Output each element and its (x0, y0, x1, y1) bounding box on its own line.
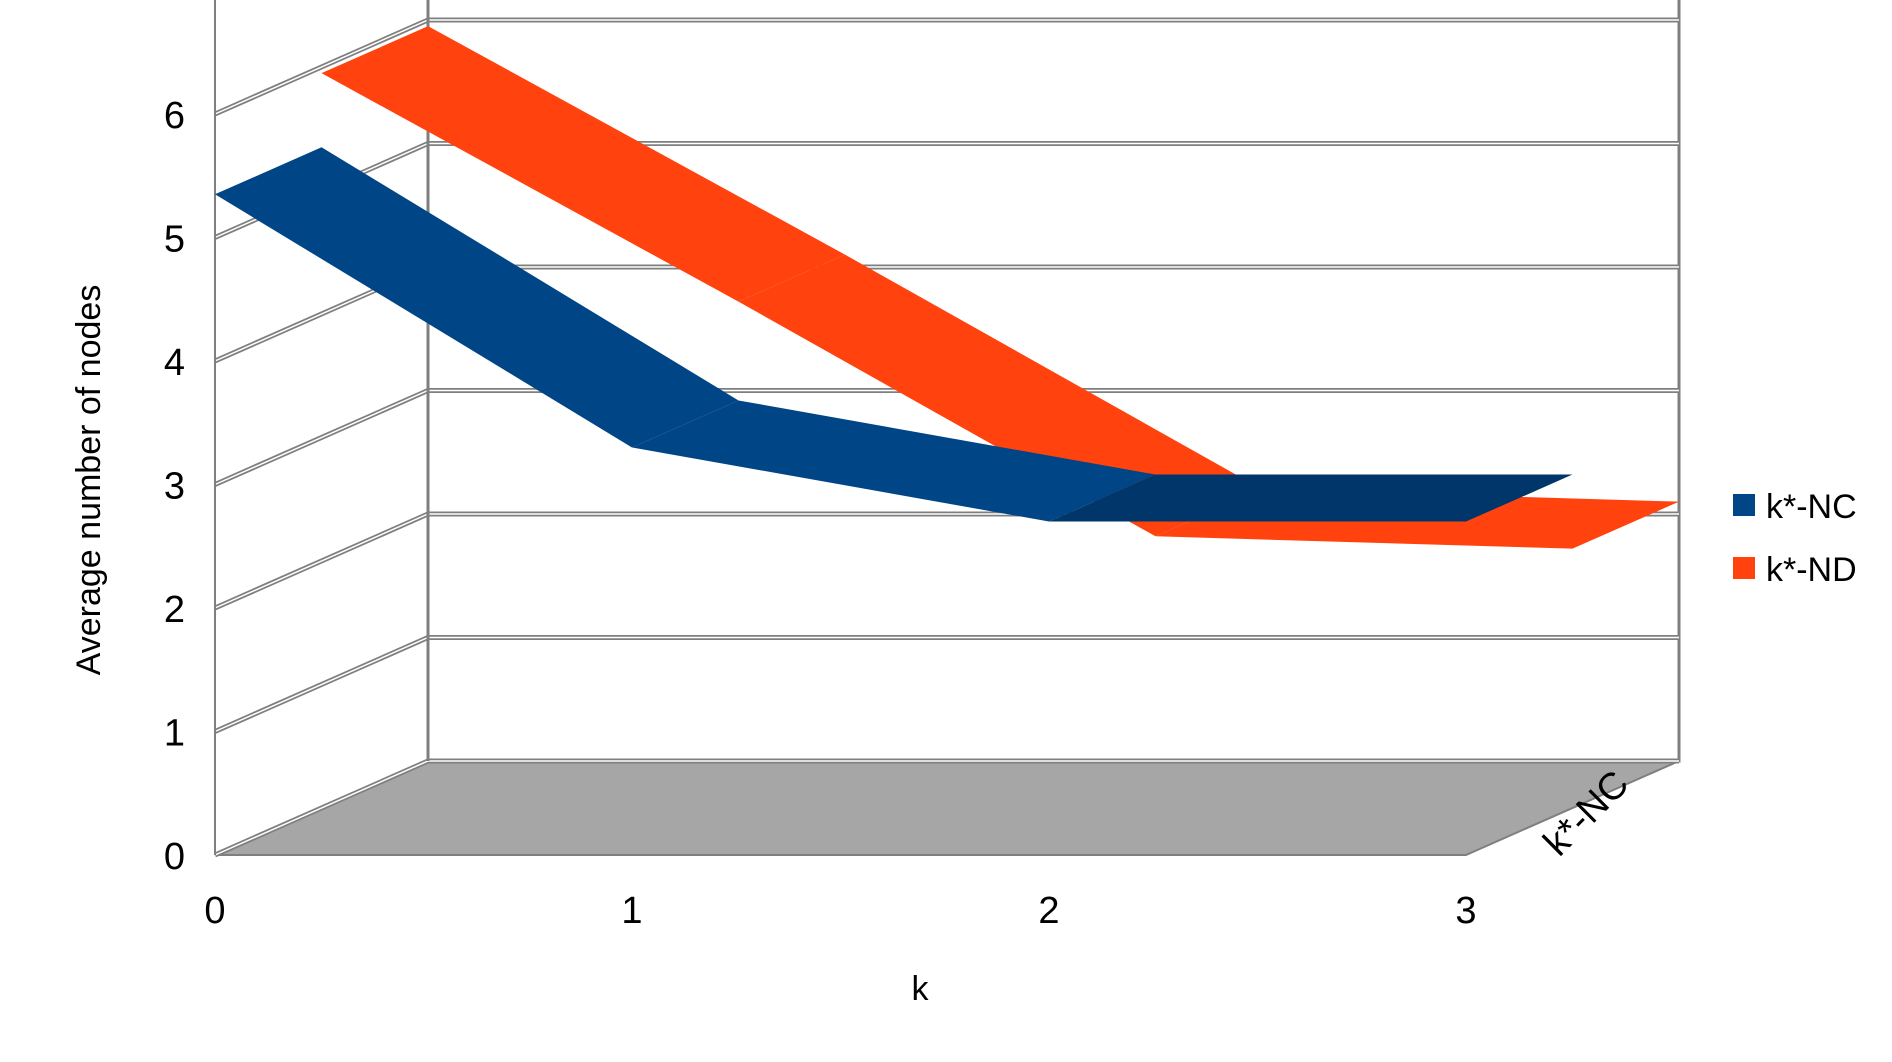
legend: k*-NC k*-ND (1733, 488, 1857, 589)
floor-panel (214, 760, 1680, 856)
chart-floor (214, 760, 1680, 856)
x-tick-label: 2 (1038, 890, 1059, 932)
series-layer (215, 26, 1679, 549)
y-tick-label: 2 (164, 589, 185, 631)
side-wall-panel (215, 0, 428, 855)
chart-side-wall (215, 0, 428, 855)
y-axis-label: Average number of nodes (70, 285, 108, 676)
y-tick-label: 5 (164, 219, 185, 261)
x-axis-label: k (912, 970, 930, 1008)
ribbon-segment-k-nc (215, 147, 739, 448)
x-tick-labels: 0 1 2 3 (204, 890, 1476, 932)
legend-swatch-k-nd (1733, 557, 1755, 579)
legend-swatch-k-nc (1733, 494, 1755, 516)
y-tick-label: 1 (164, 713, 185, 755)
x-tick-label: 0 (204, 890, 225, 932)
y-tick-label: 0 (164, 836, 185, 878)
ribbon-segment-k-nd (738, 254, 1262, 537)
ribbon-segment-k-nc (632, 400, 1156, 522)
y-tick-label: 4 (164, 342, 185, 384)
y-tick-labels: 0 1 2 3 4 5 6 (164, 95, 185, 878)
y-tick-label: 6 (164, 95, 185, 137)
legend-label-k-nd: k*-ND (1766, 551, 1857, 589)
legend-label-k-nc: k*-NC (1766, 488, 1857, 526)
x-tick-label: 3 (1455, 890, 1476, 932)
ribbon-segment-k-nc (1049, 474, 1573, 522)
ribbon-segment-k-nd (321, 26, 845, 302)
x-tick-label: 1 (621, 890, 642, 932)
y-tick-label: 3 (164, 466, 185, 508)
